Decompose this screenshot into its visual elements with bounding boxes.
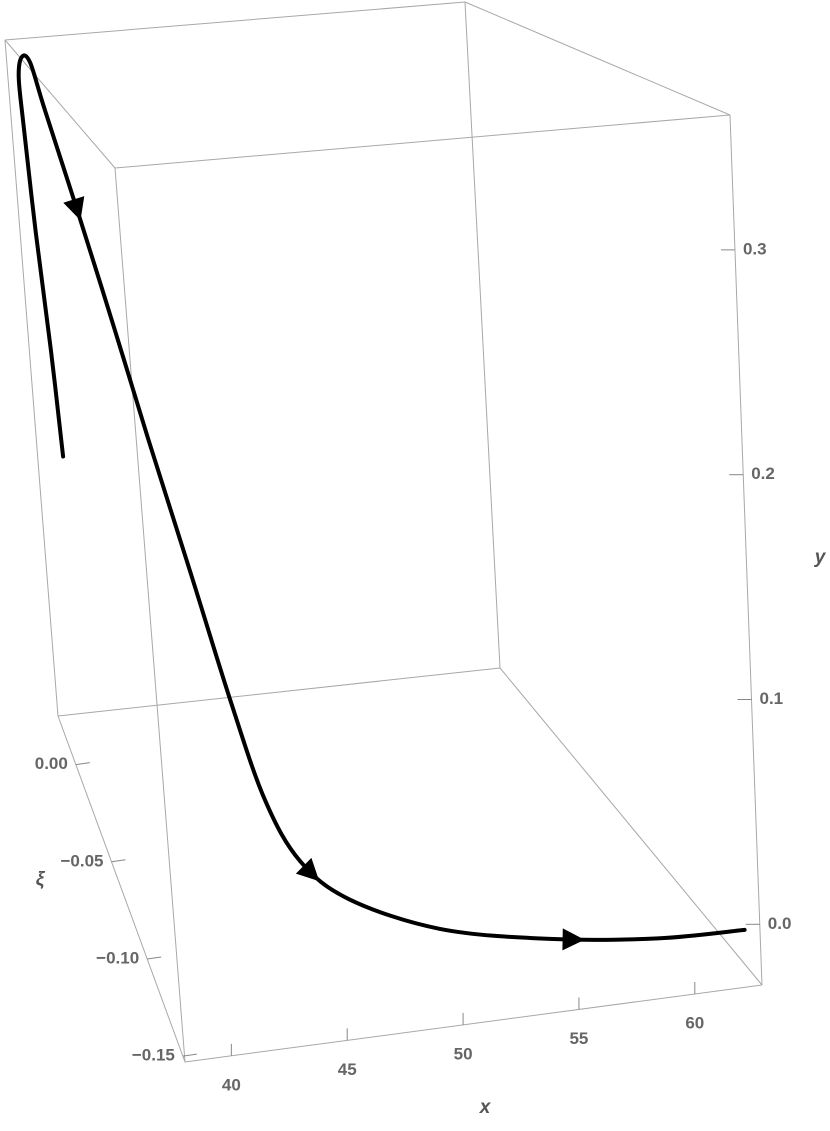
axes: 40 45 50 55 60 0.0 0.1 0.2 0.3 0.00 −0.05 −0.10 −0.1… <box>35 239 792 1094</box>
z-tick <box>111 859 126 863</box>
trajectory <box>16 53 747 951</box>
x-axis-label: x <box>479 1097 492 1118</box>
x-tick-label: 40 <box>222 1075 241 1094</box>
trajectory-line <box>16 53 747 942</box>
x-tick-label: 60 <box>685 1013 704 1032</box>
z-tick-label: −0.15 <box>132 1046 175 1065</box>
box-edge <box>464 1 501 669</box>
box-edge <box>57 715 186 1063</box>
y-tick-label: 0.2 <box>751 464 775 483</box>
box-edge <box>4 39 59 717</box>
z-tick-label: 0.00 <box>35 754 68 773</box>
box-edge <box>114 114 731 169</box>
y-axis-label: y <box>814 547 827 568</box>
x-tick-label: 55 <box>569 1029 588 1048</box>
box-edge <box>464 1 731 116</box>
direction-arrow <box>295 857 320 882</box>
y-tick-label: 0.3 <box>743 239 767 258</box>
box-edge <box>729 114 763 986</box>
direction-arrow <box>63 196 85 221</box>
box-edge <box>114 167 186 1063</box>
z-tick <box>75 762 90 766</box>
box-edge <box>184 984 763 1063</box>
x-tick-label: 45 <box>338 1060 357 1079</box>
box-edge <box>4 39 116 169</box>
box-edge <box>4 1 466 41</box>
plot-box <box>4 1 763 1063</box>
y-tick-label: 0.1 <box>759 689 783 708</box>
z-tick-label: −0.10 <box>96 948 139 967</box>
z-axis-label: ξ <box>36 869 46 890</box>
direction-arrow <box>562 928 585 951</box>
z-tick <box>182 1053 197 1057</box>
x-tick-label: 50 <box>454 1044 473 1063</box>
box-edge <box>57 667 501 717</box>
z-tick <box>147 956 162 960</box>
z-tick-label: −0.05 <box>60 851 103 870</box>
y-tick-label: 0.0 <box>768 914 792 933</box>
